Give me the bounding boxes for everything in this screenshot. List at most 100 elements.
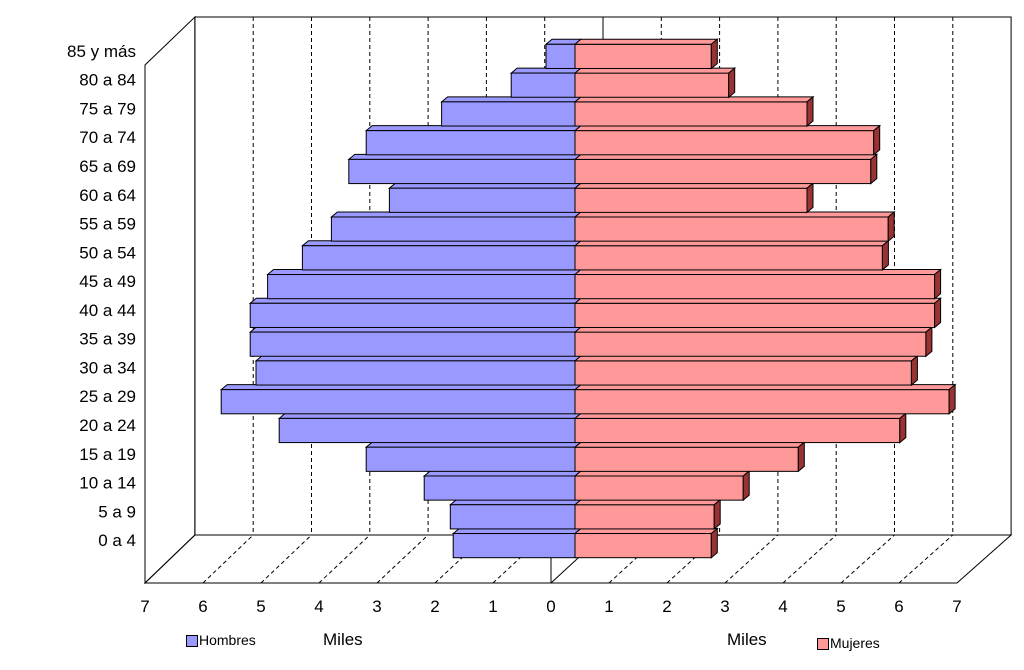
bar-hombres [423, 475, 576, 501]
bar-mujeres [574, 533, 712, 559]
bar-mujeres [574, 187, 808, 213]
category-labels: 0 a 4 5 a 9 10 a 14 15 a 19 20 a 24 25 a 29 30… [67, 42, 136, 550]
bars [219, 38, 957, 559]
side-wall [144, 15, 196, 585]
bar-mujeres-side [797, 441, 805, 473]
category-label: 65 a 69 [79, 157, 136, 176]
x-tick-label: 6 [198, 597, 207, 616]
bar-mujeres [574, 389, 950, 415]
legend-label-mujeres: Mujeres [830, 635, 880, 651]
bar-hombres [452, 533, 576, 559]
bar-mujeres-side [948, 383, 956, 415]
bar-hombres [249, 302, 576, 328]
bar-hombres [365, 446, 576, 472]
category-label: 15 a 19 [79, 445, 136, 464]
bar-hombres [267, 274, 576, 300]
bar-hombres [441, 101, 576, 127]
category-label: 5 a 9 [98, 502, 136, 521]
gridline-floor [782, 534, 837, 584]
bar-hombres [388, 187, 576, 213]
bar-mujeres [574, 158, 872, 185]
bar-hombres [545, 43, 576, 69]
bar-mujeres-side [934, 297, 942, 329]
bar-mujeres-side [713, 498, 721, 530]
category-label: 60 a 64 [79, 186, 136, 205]
bar-hombres [330, 216, 576, 242]
x-axis-label-right: Miles [727, 630, 767, 649]
bar-mujeres [574, 302, 936, 328]
category-label: 85 y más [67, 42, 136, 61]
x-tick-label: 7 [140, 597, 149, 616]
bar-mujeres [574, 43, 712, 69]
x-tick-label: 3 [372, 597, 381, 616]
bar-mujeres-side [710, 38, 718, 70]
x-tick-label: 1 [488, 597, 497, 616]
category-label: 25 a 29 [79, 387, 136, 406]
x-tick-label: 6 [894, 597, 903, 616]
bar-mujeres [574, 245, 883, 271]
bar-mujeres [574, 101, 808, 127]
x-tick-label: 4 [778, 597, 787, 616]
legend-label-hombres: Hombres [199, 632, 256, 648]
gridline-floor [840, 534, 895, 584]
category-label: 80 a 84 [79, 71, 136, 90]
bar-mujeres-side [806, 95, 814, 128]
gridline-floor [898, 534, 954, 584]
bar-hombres [365, 130, 576, 156]
bar-hombres [249, 331, 576, 357]
bar-mujeres-side [887, 210, 895, 243]
bar-mujeres-side [710, 527, 718, 559]
gridline-floor [260, 534, 312, 584]
x-tick-label: 2 [430, 597, 439, 616]
bar-hombres [510, 72, 576, 98]
x-tick-label: 5 [836, 597, 845, 616]
category-label: 50 a 54 [79, 243, 136, 262]
bar-mujeres-side [873, 124, 881, 156]
bar-hombres [278, 417, 576, 444]
bar-mujeres [574, 475, 744, 501]
bar-mujeres-side [881, 239, 889, 271]
category-label: 30 a 34 [79, 358, 136, 377]
x-tick-labels: 7 6 5 4 3 2 1 0 1 2 3 4 5 6 7 [140, 597, 961, 616]
category-label: 0 a 4 [98, 531, 136, 550]
bar-mujeres-side [728, 67, 736, 99]
category-label: 10 a 14 [79, 474, 136, 493]
category-label: 35 a 39 [79, 330, 136, 349]
bar-mujeres [574, 331, 927, 357]
bar-mujeres [574, 446, 799, 472]
bar-hombres [301, 245, 576, 271]
category-label: 70 a 74 [79, 128, 136, 147]
bar-mujeres [574, 417, 901, 444]
bar-mujeres-top [573, 38, 719, 45]
bar-hombres [255, 360, 576, 386]
bar-mujeres [574, 216, 889, 242]
floor [143, 534, 1013, 584]
gridline-floor [202, 534, 254, 584]
bar-mujeres [574, 360, 912, 386]
bar-mujeres-side [925, 326, 933, 358]
bar-hombres [449, 504, 576, 530]
bar-mujeres [574, 504, 715, 530]
bar-mujeres-side [899, 412, 907, 444]
x-tick-label: 0 [546, 597, 555, 616]
x-tick-label: 2 [662, 597, 671, 616]
category-label: 75 a 79 [79, 99, 136, 118]
bar-hombres [348, 158, 576, 185]
bar-mujeres-side [934, 268, 942, 300]
bar-hombres [220, 389, 576, 415]
bar-mujeres [574, 274, 936, 300]
x-tick-label: 4 [314, 597, 323, 616]
legend-swatch-mujeres [817, 638, 829, 650]
gridline-floor [318, 534, 371, 584]
x-tick-label: 1 [604, 597, 613, 616]
category-label: 40 a 44 [79, 301, 136, 320]
bar-mujeres-side [870, 153, 878, 185]
x-tick-label: 3 [720, 597, 729, 616]
legend-swatch-hombres [186, 635, 198, 647]
bar-mujeres-side [806, 182, 814, 214]
category-label: 45 a 49 [79, 272, 136, 291]
category-label: 20 a 24 [79, 416, 136, 435]
gridline-floor [724, 534, 779, 584]
bar-mujeres-side [742, 469, 750, 502]
